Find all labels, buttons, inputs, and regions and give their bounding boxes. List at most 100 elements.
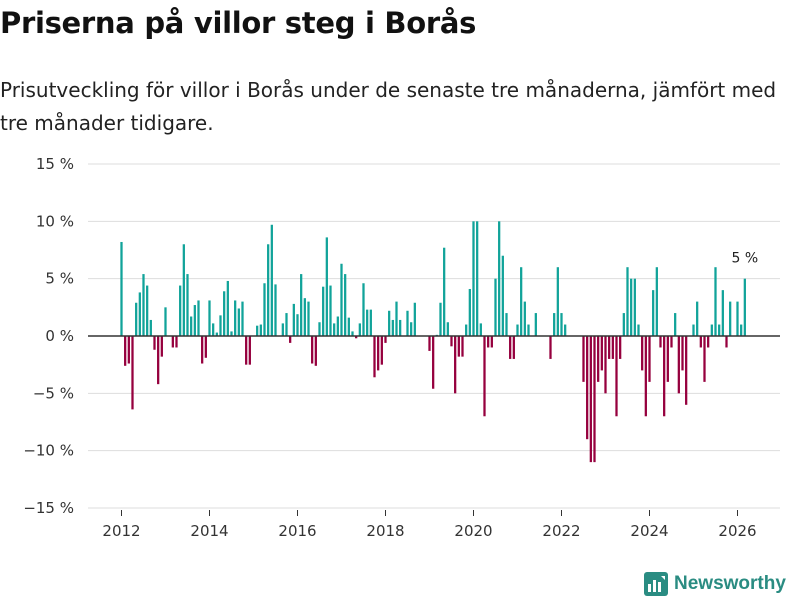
bar [270,224,273,336]
y-tick-label: 5 % [45,270,74,288]
bar [212,323,215,336]
bar [164,307,167,336]
bar [281,323,284,336]
bar [637,324,640,336]
bar [230,331,233,336]
bar [516,324,519,336]
bar [245,336,248,365]
bar [626,267,629,336]
bar [413,302,416,336]
bar [527,324,530,336]
bar [589,336,592,463]
bar [142,274,145,336]
bar [534,313,537,336]
bar [553,313,556,336]
bar [432,336,435,389]
bar [358,323,361,336]
bar [369,309,372,336]
bar [160,336,163,357]
bar [373,336,376,378]
bar [289,336,292,343]
bar [256,325,259,336]
chart-subtitle: Prisutveckling för villor i Borås under … [0,78,777,135]
bar [406,310,409,336]
bar [311,336,314,364]
bar [468,288,471,336]
bar [300,274,303,336]
bar [303,298,306,336]
bar [622,313,625,336]
bar [443,247,446,336]
bar [725,336,728,348]
bar [333,323,336,336]
bar [215,332,218,336]
bar [234,300,237,336]
bar [556,267,559,336]
bar [663,336,666,417]
bar [248,336,251,365]
y-tick-label: −15 % [23,499,74,517]
bar [644,336,647,417]
bar [582,336,585,382]
bar [186,274,189,336]
bar [149,319,152,336]
bar [135,302,138,336]
bar [509,336,512,359]
bar [494,278,497,336]
bar [512,336,515,359]
bar [274,284,277,336]
bar [703,336,706,382]
y-tick-label: −5 % [33,384,74,402]
last-value-label: 5 % [731,251,758,267]
x-tick-label: 2016 [278,522,316,540]
bar [410,322,413,336]
bar [380,336,383,365]
y-tick-label: 15 % [36,155,74,173]
bar [388,310,391,336]
bar [520,267,523,336]
bar [740,324,743,336]
bar [344,274,347,336]
bar [329,285,332,336]
bar [428,336,431,351]
bar [351,331,354,336]
bar [182,244,185,336]
bar [366,309,369,336]
bar [241,301,244,336]
bar [710,324,713,336]
bar [604,336,607,394]
bar [391,319,394,336]
bar [314,336,317,366]
bar [457,336,460,357]
bar [549,336,552,359]
bar [677,336,680,394]
bar [325,237,328,336]
bar [179,285,182,336]
bar [597,336,600,382]
bar [292,303,295,336]
bar [652,290,655,336]
bar [384,336,387,343]
chart-title: Priserna på villor steg i Borås [0,6,477,40]
bar [450,336,453,347]
bar [259,324,262,336]
bar [564,324,567,336]
newsworthy-logo[interactable]: Newsworthy [644,569,786,599]
bar [729,301,732,336]
bar [630,278,633,336]
bar [322,286,325,336]
bar [714,267,717,336]
bar [648,336,651,382]
bar [641,336,644,371]
x-tick-label: 2024 [630,522,668,540]
x-tick-label: 2026 [718,522,756,540]
y-axis: 15 % 10 % 5 % 0 % −5 % −10 % −15 % [23,155,74,517]
bar [655,267,658,336]
bar [395,301,398,336]
bar [498,221,501,336]
bar [439,302,442,336]
x-tick-label: 2014 [190,522,228,540]
bar [681,336,684,371]
bar [472,221,475,336]
bar [692,324,695,336]
